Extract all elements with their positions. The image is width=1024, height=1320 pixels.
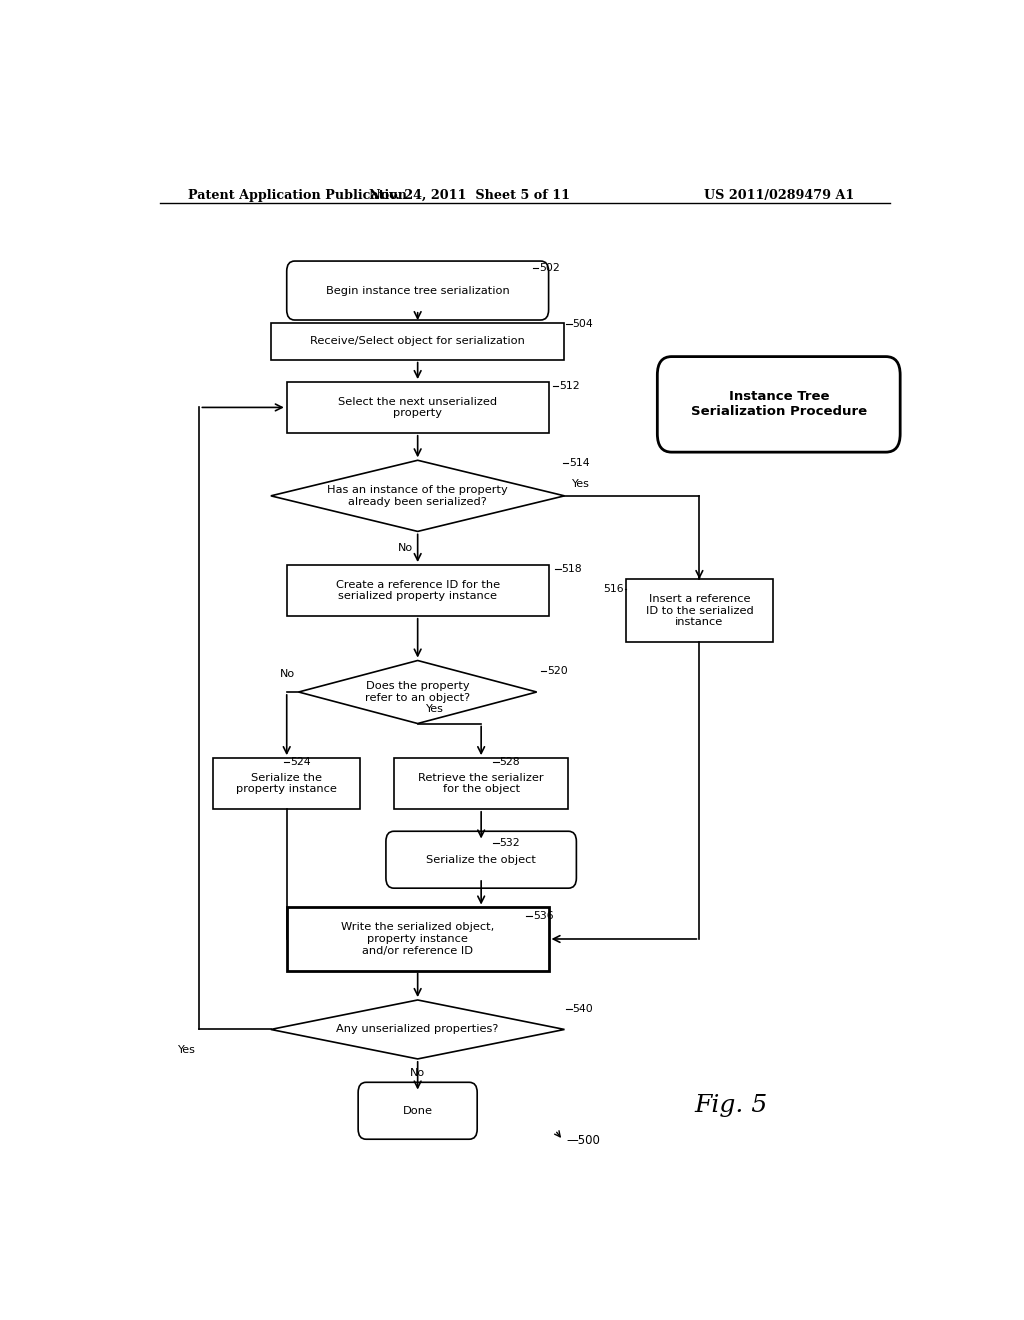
Text: 524: 524 [290, 758, 310, 767]
Text: 536: 536 [532, 911, 553, 920]
Text: Retrieve the serializer
for the object: Retrieve the serializer for the object [419, 772, 544, 795]
FancyBboxPatch shape [394, 758, 568, 809]
Text: No: No [280, 669, 295, 678]
FancyBboxPatch shape [287, 261, 549, 319]
Text: —500: —500 [566, 1134, 600, 1147]
FancyBboxPatch shape [386, 832, 577, 888]
FancyBboxPatch shape [287, 381, 549, 433]
Text: 514: 514 [569, 458, 590, 469]
Polygon shape [270, 1001, 564, 1059]
FancyBboxPatch shape [287, 565, 549, 616]
Text: Yes: Yes [426, 705, 443, 714]
Text: 512: 512 [559, 381, 580, 391]
Text: Does the property
refer to an object?: Does the property refer to an object? [366, 681, 470, 702]
Text: 540: 540 [572, 1005, 593, 1014]
Text: 518: 518 [561, 564, 582, 574]
Text: Serialize the
property instance: Serialize the property instance [237, 772, 337, 795]
FancyBboxPatch shape [626, 579, 773, 643]
Text: Done: Done [402, 1106, 433, 1115]
Text: 532: 532 [500, 838, 520, 849]
Text: No: No [397, 544, 413, 553]
Text: Create a reference ID for the
serialized property instance: Create a reference ID for the serialized… [336, 579, 500, 601]
Text: 516: 516 [603, 585, 624, 594]
Text: Insert a reference
ID to the serialized
instance: Insert a reference ID to the serialized … [645, 594, 754, 627]
Text: Serialize the object: Serialize the object [426, 855, 537, 865]
FancyBboxPatch shape [358, 1082, 477, 1139]
Text: 504: 504 [572, 319, 593, 329]
FancyBboxPatch shape [657, 356, 900, 453]
Polygon shape [270, 461, 564, 532]
Text: 502: 502 [539, 263, 560, 273]
Text: Has an instance of the property
already been serialized?: Has an instance of the property already … [328, 484, 508, 507]
Text: Yes: Yes [177, 1045, 196, 1055]
Text: Receive/Select object for serialization: Receive/Select object for serialization [310, 337, 525, 346]
Text: Write the serialized object,
property instance
and/or reference ID: Write the serialized object, property in… [341, 923, 495, 956]
Text: 520: 520 [547, 665, 567, 676]
Text: Select the next unserialized
property: Select the next unserialized property [338, 396, 498, 418]
FancyBboxPatch shape [213, 758, 360, 809]
Text: Begin instance tree serialization: Begin instance tree serialization [326, 285, 510, 296]
Text: 528: 528 [500, 758, 520, 767]
Text: Patent Application Publication: Patent Application Publication [187, 189, 407, 202]
Text: Fig. 5: Fig. 5 [694, 1094, 768, 1117]
Text: Yes: Yes [572, 479, 590, 488]
Text: Any unserialized properties?: Any unserialized properties? [337, 1024, 499, 1035]
Text: Instance Tree
Serialization Procedure: Instance Tree Serialization Procedure [691, 391, 866, 418]
Text: Nov. 24, 2011  Sheet 5 of 11: Nov. 24, 2011 Sheet 5 of 11 [369, 189, 569, 202]
Text: US 2011/0289479 A1: US 2011/0289479 A1 [703, 189, 854, 202]
Polygon shape [299, 660, 537, 723]
FancyBboxPatch shape [270, 323, 564, 359]
Text: No: No [410, 1068, 425, 1078]
FancyBboxPatch shape [287, 907, 549, 970]
